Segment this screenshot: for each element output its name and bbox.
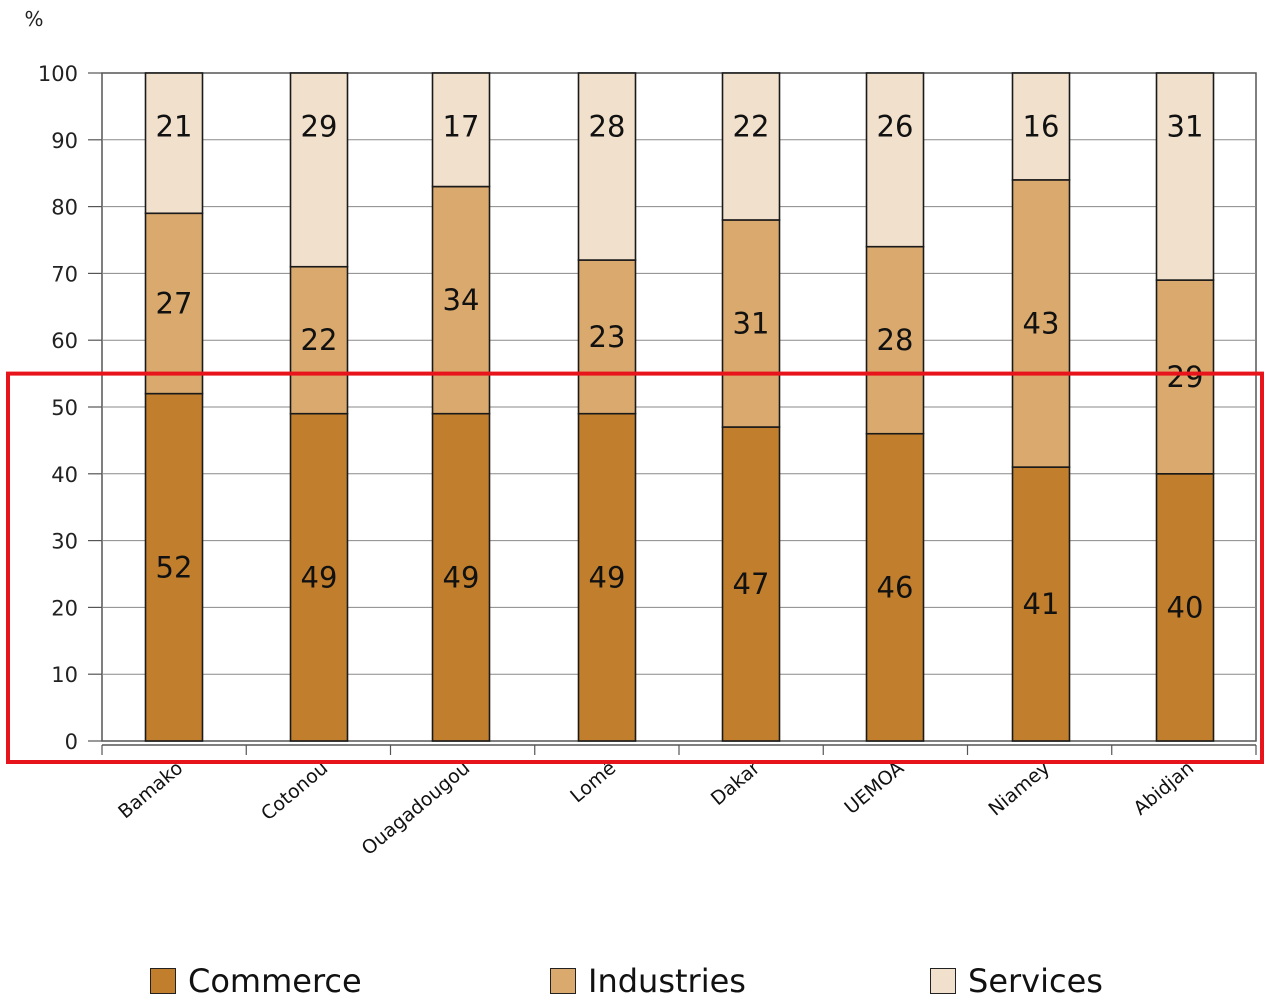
y-tick-label: 90 bbox=[51, 129, 78, 153]
legend-item-industries: Industries bbox=[550, 962, 746, 1000]
bar-commerce-2 bbox=[431, 412, 491, 742]
legend-label: Services bbox=[968, 962, 1103, 1000]
highlight-box bbox=[6, 371, 1264, 764]
bar-industries-0 bbox=[144, 212, 204, 395]
bar-commerce-1 bbox=[289, 412, 349, 742]
data-label: 31 bbox=[733, 307, 770, 341]
bar-commerce-3 bbox=[577, 412, 637, 742]
bar-industries-4 bbox=[721, 219, 781, 428]
y-tick-label: 20 bbox=[51, 596, 78, 620]
bar-commerce-5 bbox=[865, 432, 925, 742]
bar-services-6 bbox=[1011, 72, 1071, 181]
data-label: 46 bbox=[877, 570, 914, 604]
y-tick-label: 10 bbox=[51, 663, 78, 687]
data-label: 34 bbox=[443, 283, 480, 317]
data-label: 43 bbox=[1023, 307, 1060, 341]
data-label: 31 bbox=[1167, 109, 1204, 143]
y-tick-label: 40 bbox=[51, 463, 78, 487]
y-tick-label: 30 bbox=[51, 530, 78, 554]
x-tick-label: UEMOA bbox=[840, 757, 908, 819]
data-label: 52 bbox=[156, 550, 193, 584]
bar-services-1 bbox=[289, 72, 349, 268]
data-label: 17 bbox=[443, 109, 480, 143]
x-tick-label: Dakar bbox=[707, 757, 764, 810]
bar-services-0 bbox=[144, 72, 204, 215]
bar-commerce-0 bbox=[144, 392, 204, 742]
y-tick-label: 70 bbox=[51, 262, 78, 286]
data-label: 23 bbox=[589, 320, 626, 354]
legend: Commerce Industries Services bbox=[150, 962, 1250, 1000]
y-tick-label: 60 bbox=[51, 329, 78, 353]
x-tick-label: Bamako bbox=[114, 757, 187, 823]
data-label: 16 bbox=[1023, 109, 1060, 143]
data-label: 47 bbox=[733, 567, 770, 601]
bar-services-5 bbox=[865, 72, 925, 248]
data-label: 27 bbox=[156, 286, 193, 320]
y-tick-label: 80 bbox=[51, 196, 78, 220]
data-label: 22 bbox=[733, 109, 770, 143]
bar-industries-1 bbox=[289, 265, 349, 415]
legend-swatch bbox=[930, 968, 956, 994]
bar-industries-3 bbox=[577, 259, 637, 415]
data-label: 28 bbox=[877, 323, 914, 357]
y-tick-label: 50 bbox=[51, 396, 78, 420]
data-label: 40 bbox=[1167, 590, 1204, 624]
data-label: 21 bbox=[156, 109, 193, 143]
data-label: 28 bbox=[589, 109, 626, 143]
bar-services-3 bbox=[577, 72, 637, 261]
data-label: 49 bbox=[301, 560, 338, 594]
bar-industries-7 bbox=[1155, 279, 1215, 475]
x-tick-label: Cotonou bbox=[257, 757, 332, 825]
bar-services-2 bbox=[431, 72, 491, 188]
y-axis-label: % bbox=[24, 7, 43, 31]
legend-label: Industries bbox=[588, 962, 746, 1000]
x-tick-label: Niamey bbox=[984, 757, 1054, 821]
bar-commerce-6 bbox=[1011, 466, 1071, 742]
data-label: 49 bbox=[589, 560, 626, 594]
y-tick-label: 0 bbox=[65, 730, 78, 754]
bar-industries-5 bbox=[865, 245, 925, 435]
legend-item-services: Services bbox=[930, 962, 1103, 1000]
data-label: 41 bbox=[1023, 587, 1060, 621]
data-label: 22 bbox=[301, 323, 338, 357]
bar-commerce-7 bbox=[1155, 472, 1215, 742]
legend-swatch bbox=[550, 968, 576, 994]
legend-swatch bbox=[150, 968, 176, 994]
legend-item-commerce: Commerce bbox=[150, 962, 362, 1000]
x-tick-label: Lomé bbox=[566, 757, 620, 807]
data-label: 29 bbox=[1167, 360, 1204, 394]
y-tick-label: 100 bbox=[38, 62, 78, 86]
x-tick-label: Ouagadougou bbox=[358, 757, 475, 860]
bar-services-4 bbox=[721, 72, 781, 221]
data-label: 29 bbox=[301, 109, 338, 143]
x-tick-label: Abidjan bbox=[1129, 757, 1198, 820]
bar-services-7 bbox=[1155, 72, 1215, 281]
data-label: 26 bbox=[877, 109, 914, 143]
data-label: 49 bbox=[443, 560, 480, 594]
bar-commerce-4 bbox=[721, 426, 781, 742]
legend-label: Commerce bbox=[188, 962, 362, 1000]
